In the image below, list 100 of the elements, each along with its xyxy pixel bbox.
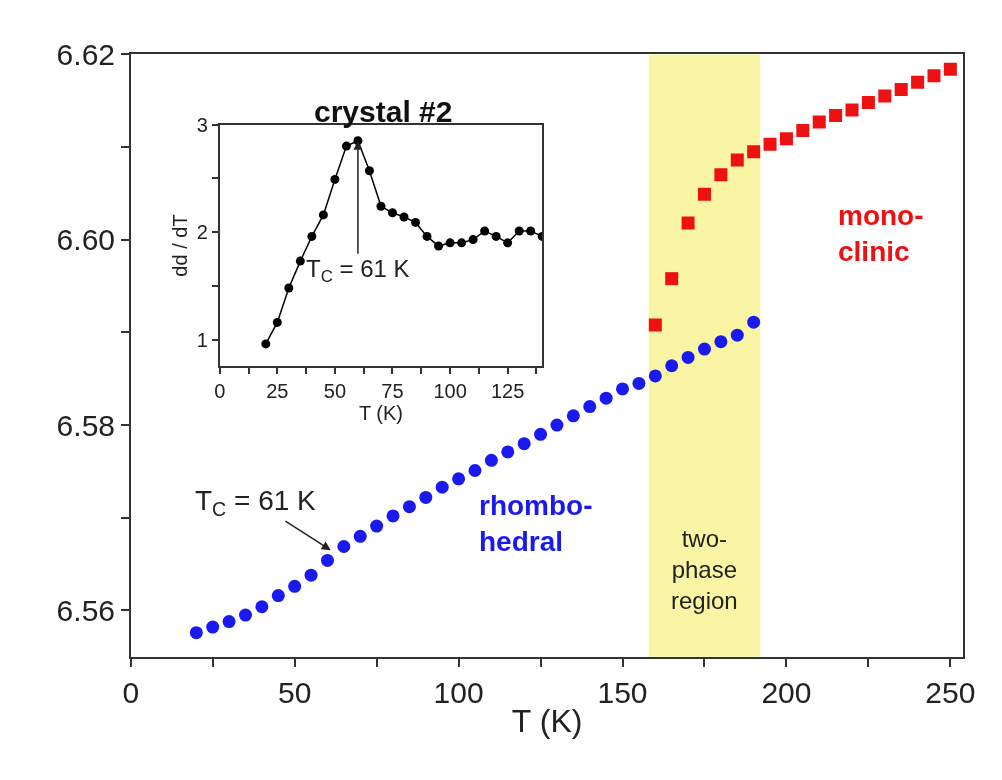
- x-tick-label: 200: [761, 675, 812, 709]
- band-label: two- phase region: [671, 525, 738, 615]
- x-tick-label: 75: [381, 380, 404, 403]
- point: [330, 174, 340, 184]
- point: [364, 166, 374, 176]
- y-axis-title: dd / dT: [168, 214, 191, 277]
- y-tick-label: 6.62: [56, 37, 115, 71]
- point: [370, 519, 384, 533]
- point: [222, 615, 236, 629]
- point: [648, 318, 662, 332]
- y-tick-label: 3: [196, 113, 208, 136]
- point: [272, 317, 282, 327]
- point: [399, 212, 409, 222]
- point: [730, 153, 744, 167]
- point: [337, 540, 351, 553]
- point: [271, 589, 285, 603]
- point: [566, 409, 580, 423]
- point: [341, 141, 351, 151]
- text: mono- clinic: [838, 200, 924, 268]
- point: [468, 235, 478, 245]
- point: [284, 283, 294, 293]
- point: [503, 238, 513, 248]
- point: [894, 83, 908, 97]
- point: [320, 553, 334, 567]
- x-tick-label: 0: [214, 380, 226, 403]
- point: [491, 231, 501, 241]
- point: [714, 168, 728, 182]
- point: [616, 382, 630, 396]
- point: [697, 187, 711, 201]
- point: [534, 427, 548, 441]
- point: [943, 62, 957, 76]
- x-tick-label: 100: [433, 380, 467, 403]
- point: [480, 226, 490, 236]
- point: [517, 437, 531, 451]
- point: [452, 472, 466, 486]
- point: [422, 231, 432, 241]
- point: [457, 238, 467, 248]
- point: [307, 231, 317, 241]
- x-tick-label: 25: [266, 380, 289, 403]
- chart-title: crystal #2: [314, 95, 453, 128]
- x-axis-title: T (K): [511, 702, 583, 739]
- point: [911, 75, 925, 89]
- x-tick-label: 50: [323, 380, 347, 403]
- annotation: T$_{C}$ = 61 K: [195, 485, 317, 520]
- point: [927, 69, 941, 83]
- y-tick-label: 6.56: [56, 593, 115, 627]
- point: [239, 608, 252, 622]
- x-tick-label: 100: [433, 675, 484, 709]
- y-tick-label: 2: [196, 221, 208, 244]
- annotation: T$_{C}$ = 61 K: [306, 255, 410, 287]
- point: [730, 328, 744, 342]
- x-tick-label: 150: [597, 675, 648, 709]
- y-tick-label: 6.58: [56, 408, 115, 442]
- point: [526, 226, 536, 236]
- point: [411, 217, 421, 227]
- point: [288, 579, 302, 593]
- point: [812, 115, 826, 129]
- point: [386, 509, 400, 523]
- point: [681, 350, 695, 364]
- point: [747, 145, 761, 159]
- point: [698, 342, 711, 356]
- point: [484, 453, 498, 467]
- point: [261, 339, 271, 349]
- point: [583, 400, 597, 414]
- x-tick-label: 50: [277, 675, 312, 709]
- point: [255, 600, 269, 614]
- point: [514, 226, 524, 236]
- point: [878, 89, 892, 103]
- point: [632, 376, 646, 390]
- x-tick-label: 125: [490, 380, 525, 403]
- point: [206, 620, 220, 634]
- point: [665, 272, 679, 286]
- point: [376, 201, 386, 211]
- point: [501, 445, 515, 459]
- point: [402, 500, 416, 514]
- point: [747, 315, 761, 329]
- point: [387, 208, 397, 218]
- point: [295, 256, 305, 266]
- point: [318, 210, 328, 220]
- series-label: rhombo- hedral: [479, 490, 593, 558]
- x-tick-label: 0: [122, 675, 140, 709]
- point: [845, 103, 859, 117]
- point: [434, 241, 444, 251]
- point: [665, 359, 679, 373]
- point: [550, 418, 564, 432]
- point: [468, 464, 482, 477]
- x-axis-title: T (K): [358, 402, 403, 425]
- point: [779, 132, 793, 146]
- point: [419, 490, 433, 504]
- point: [861, 96, 875, 110]
- point: [445, 238, 455, 248]
- point: [353, 529, 367, 543]
- point: [599, 391, 613, 405]
- point: [763, 137, 777, 151]
- point: [189, 626, 203, 640]
- point: [796, 123, 810, 137]
- x-tick-label: 250: [925, 675, 976, 709]
- point: [681, 216, 695, 230]
- point: [714, 335, 728, 349]
- point: [304, 568, 318, 582]
